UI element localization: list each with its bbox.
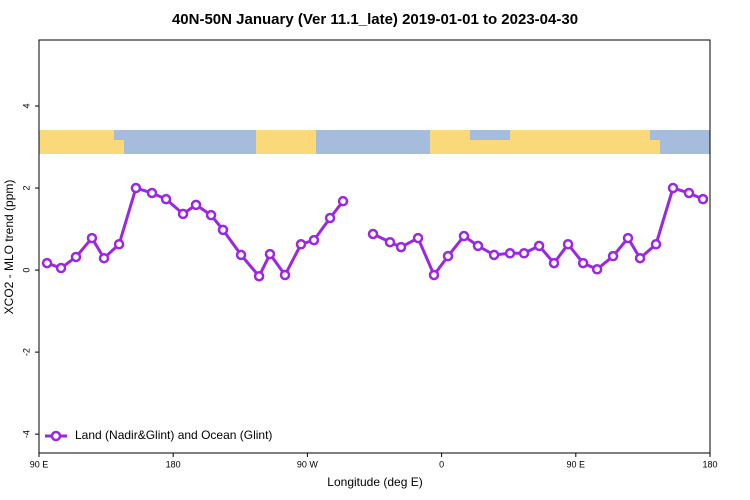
data-point <box>70 251 82 263</box>
data-point <box>130 182 142 194</box>
data-point <box>279 269 291 281</box>
legend-marker <box>50 430 62 442</box>
x-tick-label: 90 E <box>30 459 49 469</box>
data-point <box>113 238 125 250</box>
y-tick-label: 0 <box>21 268 31 273</box>
x-tick-label: 0 <box>439 459 444 469</box>
data-point <box>253 270 265 282</box>
data-point <box>235 249 247 261</box>
data-point <box>472 240 484 252</box>
data-point <box>86 232 98 244</box>
plot-frame <box>38 39 711 454</box>
data-point <box>488 249 500 261</box>
y-tick-label: 2 <box>21 186 31 191</box>
data-point <box>533 240 545 252</box>
data-point <box>591 264 603 275</box>
data-point <box>177 208 189 220</box>
data-point <box>607 250 619 262</box>
x-tick-label: 180 <box>166 459 181 469</box>
data-point <box>146 187 158 199</box>
data-point <box>518 248 530 259</box>
data-point <box>367 228 379 240</box>
data-point <box>217 224 229 236</box>
data-point <box>428 269 440 281</box>
data-point <box>55 262 67 274</box>
legend-label: Land (Nadir&Glint) and Ocean (Glint) <box>75 428 272 442</box>
chart-title: 40N-50N January (Ver 11.1_late) 2019-01-… <box>172 11 578 28</box>
x-tick-label: 180 <box>702 459 717 469</box>
x-axis-label: Longitude (deg E) <box>327 475 422 489</box>
data-point <box>577 257 589 269</box>
data-point <box>562 238 574 250</box>
data-point <box>324 212 336 224</box>
data-point <box>160 193 172 205</box>
data-point <box>697 193 709 205</box>
data-point <box>458 230 470 242</box>
data-point <box>98 252 110 264</box>
data-point <box>205 209 217 221</box>
data-point <box>190 199 202 211</box>
data-point <box>650 238 662 250</box>
x-tick-label: 90 W <box>297 459 319 469</box>
data-point <box>442 250 454 262</box>
map-strip <box>39 130 710 154</box>
data-point <box>548 257 560 269</box>
data-point <box>337 195 349 207</box>
data-point <box>504 248 516 259</box>
data-point <box>384 236 396 248</box>
data-point <box>295 238 307 250</box>
y-tick-label: -2 <box>21 348 31 356</box>
data-point <box>41 257 53 269</box>
data-point <box>264 248 276 260</box>
data-point <box>667 182 679 194</box>
data-point <box>634 252 646 264</box>
data-point <box>308 234 320 246</box>
y-tick-label: -4 <box>21 430 31 438</box>
x-tick-label: 90 E <box>567 459 586 469</box>
data-point <box>395 241 407 253</box>
data-point <box>622 232 634 244</box>
data-point <box>412 232 424 244</box>
y-tick-label: 4 <box>21 104 31 109</box>
y-axis-label: XCO2 - MLO trend (ppm) <box>2 180 16 315</box>
data-point <box>683 187 695 199</box>
